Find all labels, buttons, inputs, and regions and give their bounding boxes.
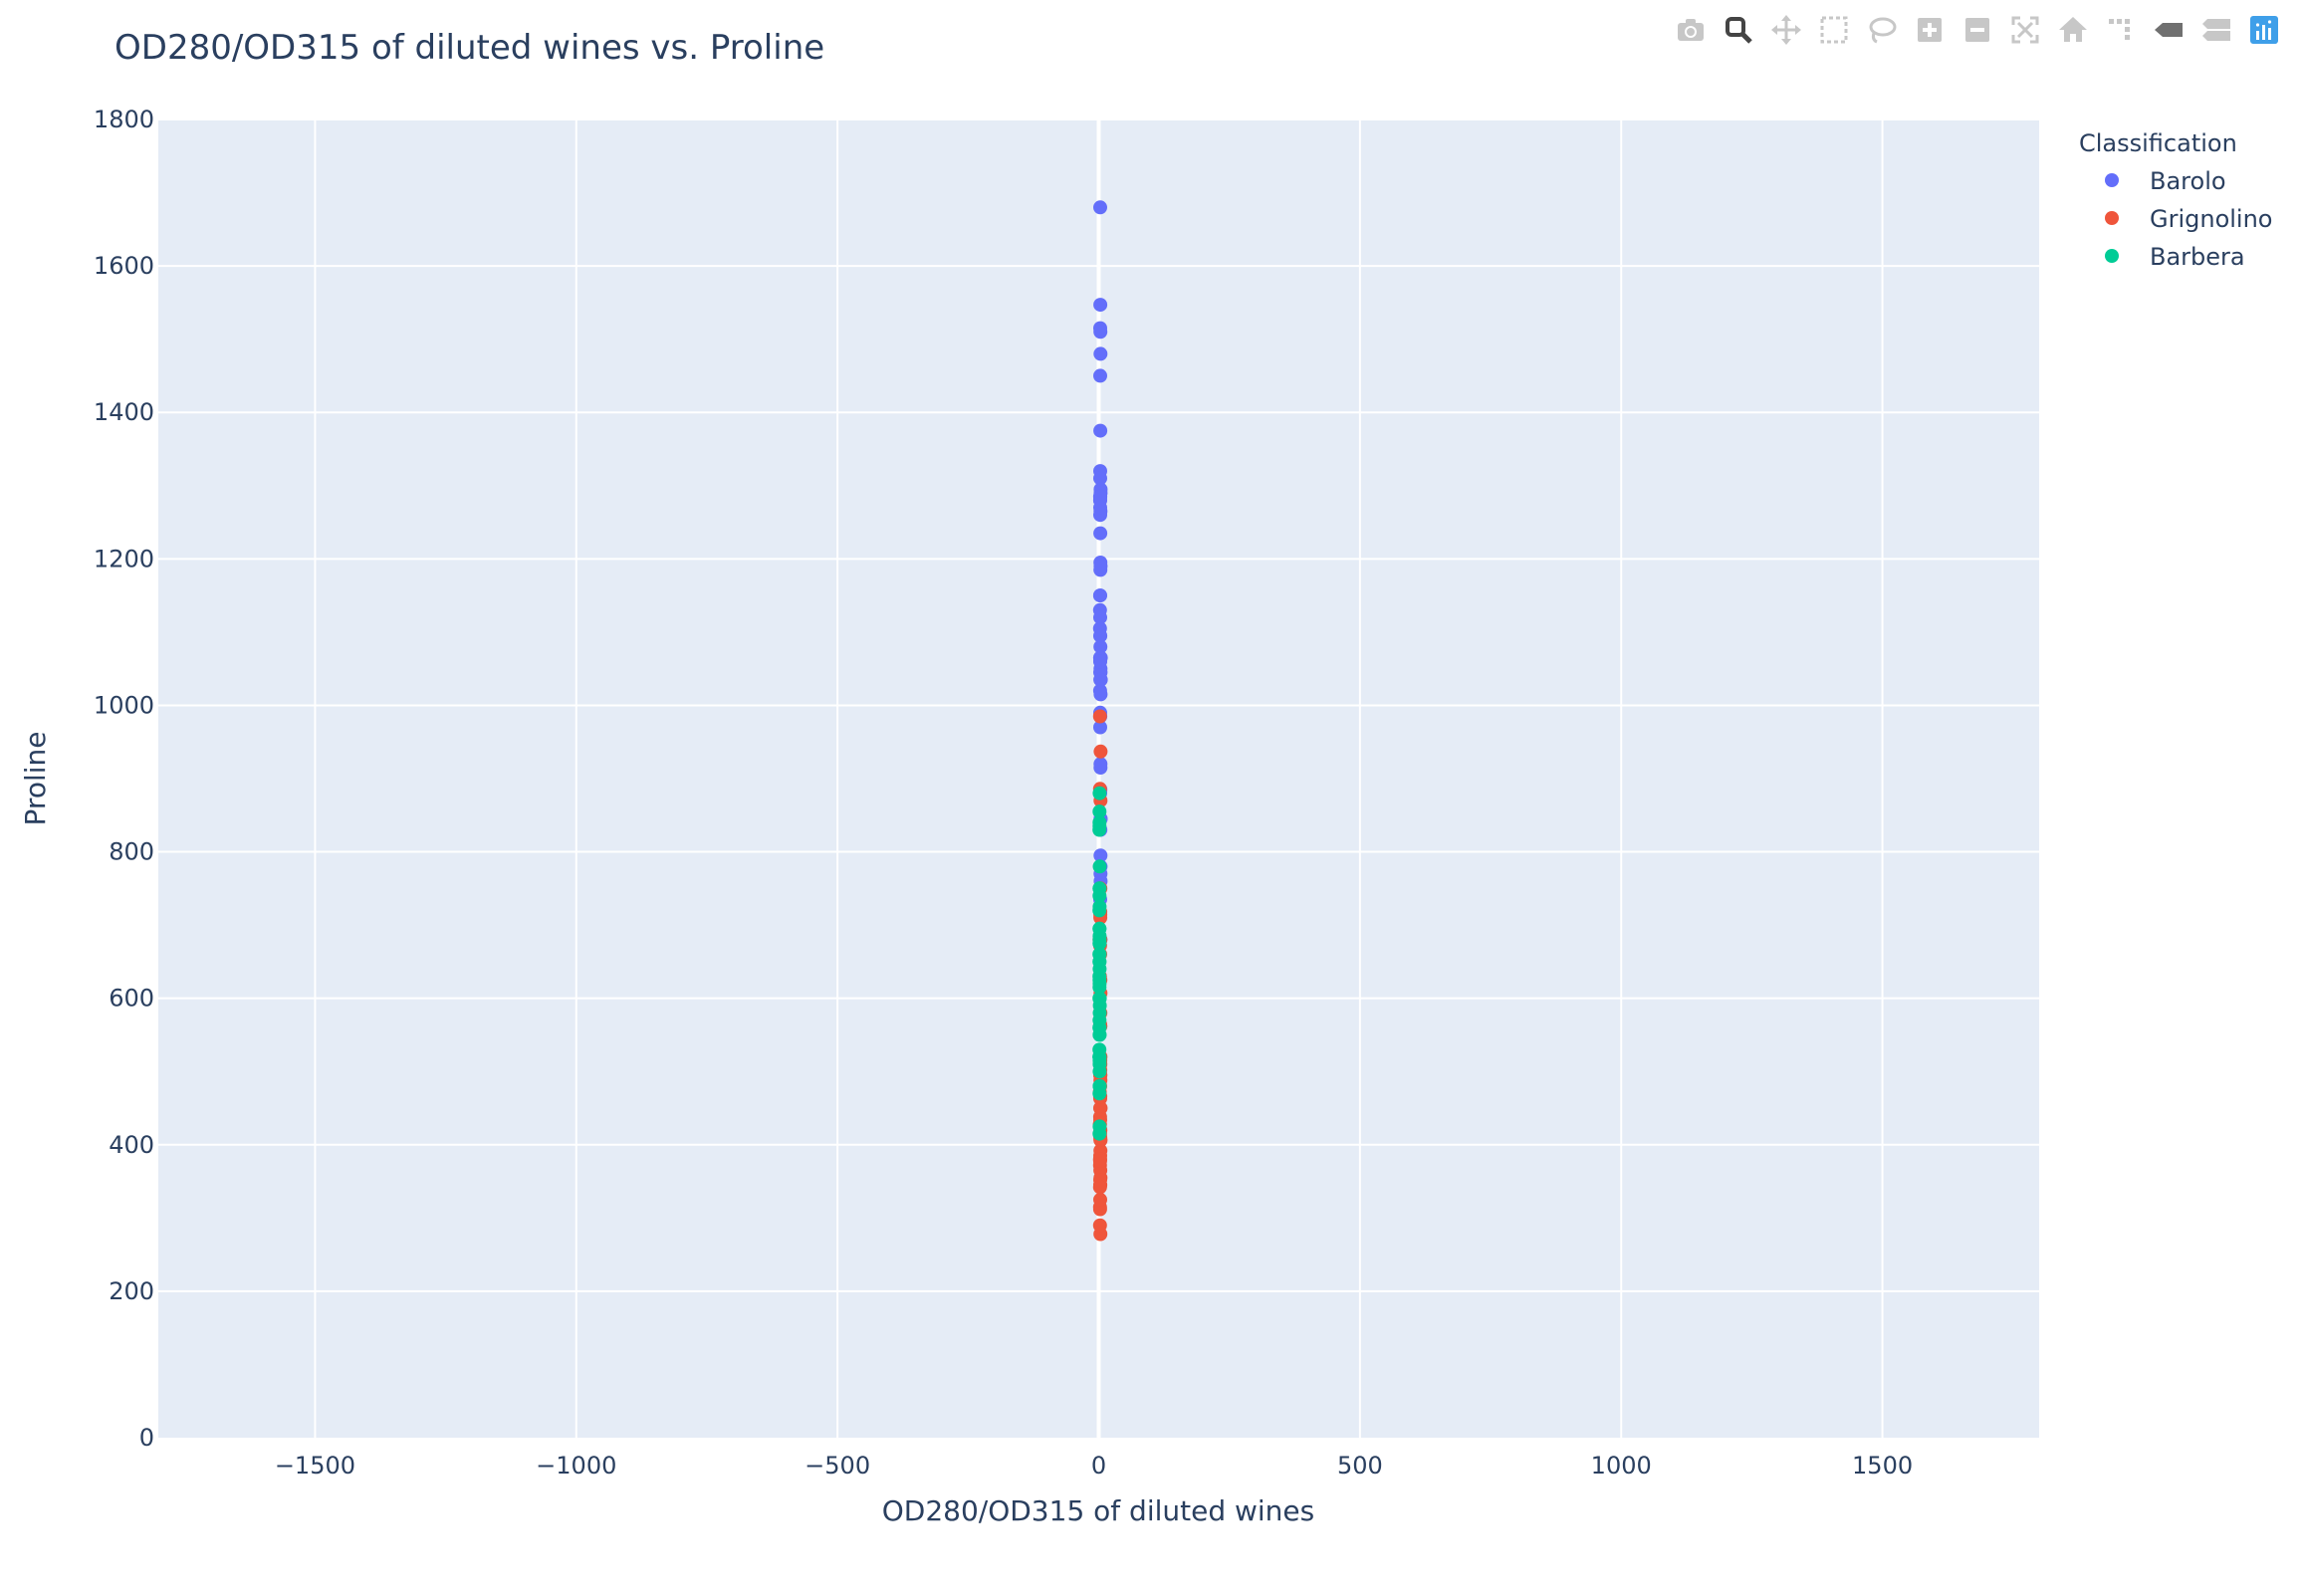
data-point[interactable] <box>1092 786 1107 800</box>
legend-marker <box>2105 211 2119 225</box>
x-tick-label: 1500 <box>1852 1452 1913 1480</box>
data-point[interactable] <box>1093 628 1108 643</box>
data-point[interactable] <box>1093 559 1108 573</box>
plotly-logo-icon[interactable] <box>2244 10 2284 50</box>
y-tick-label: 1800 <box>94 106 154 133</box>
data-point[interactable] <box>1092 1218 1107 1233</box>
data-point[interactable] <box>1093 298 1108 313</box>
y-axis-ticks: 0 200 400 600 800 1000 1200 1400 1600 1800 <box>94 106 154 1452</box>
y-tick-label: 1000 <box>94 691 154 719</box>
data-point[interactable] <box>1092 1119 1107 1134</box>
y-tick-label: 200 <box>109 1277 154 1305</box>
data-point[interactable] <box>1093 848 1108 863</box>
data-point[interactable] <box>1093 489 1108 504</box>
y-axis-label: Proline <box>19 732 52 826</box>
box-select-icon[interactable] <box>1814 10 1854 50</box>
data-point[interactable] <box>1093 500 1107 515</box>
modebar <box>1671 8 2284 52</box>
x-axis-label: OD280/OD315 of diluted wines <box>882 1494 1315 1527</box>
data-point[interactable] <box>1093 526 1108 541</box>
legend-marker <box>2105 173 2119 187</box>
legend-title: Classification <box>2079 129 2237 157</box>
x-tick-label: 0 <box>1091 1452 1106 1480</box>
autoscale-icon[interactable] <box>2005 10 2045 50</box>
legend-marker <box>2105 249 2119 263</box>
spike-lines-icon[interactable] <box>2101 10 2141 50</box>
legend-item-barbera[interactable]: Barbera <box>2105 243 2245 271</box>
y-tick-label: 800 <box>109 838 154 866</box>
data-point[interactable] <box>1092 980 1107 995</box>
x-tick-label: 500 <box>1337 1452 1383 1480</box>
data-point[interactable] <box>1092 709 1107 724</box>
data-point[interactable] <box>1093 200 1107 215</box>
y-tick-label: 1200 <box>94 545 154 572</box>
x-axis-ticks: −1500 −1000 −500 0 500 1000 1500 <box>275 1452 1913 1480</box>
data-point[interactable] <box>1092 1021 1107 1035</box>
data-point[interactable] <box>1093 1192 1107 1207</box>
pan-icon[interactable] <box>1766 10 1806 50</box>
data-point[interactable] <box>1092 881 1107 896</box>
data-point[interactable] <box>1092 1180 1107 1195</box>
data-point[interactable] <box>1092 683 1107 698</box>
data-point[interactable] <box>1092 1086 1107 1101</box>
data-point[interactable] <box>1092 929 1107 944</box>
chart-title: OD280/OD315 of diluted wines vs. Proline <box>115 28 824 68</box>
data-point[interactable] <box>1092 991 1107 1006</box>
data-point[interactable] <box>1093 346 1108 361</box>
zoom-in-icon[interactable] <box>1910 10 1950 50</box>
data-points <box>1092 200 1108 1242</box>
data-point[interactable] <box>1093 423 1108 438</box>
y-tick-label: 1400 <box>94 398 154 426</box>
x-tick-label: 1000 <box>1591 1452 1652 1480</box>
camera-icon[interactable] <box>1671 10 1711 50</box>
zoom-icon[interactable] <box>1719 10 1758 50</box>
lasso-select-icon[interactable] <box>1862 10 1902 50</box>
legend-label: Grignolino <box>2150 205 2273 233</box>
data-point[interactable] <box>1092 859 1107 874</box>
y-tick-label: 1600 <box>94 252 154 280</box>
data-point[interactable] <box>1092 947 1107 962</box>
x-tick-label: −1000 <box>536 1452 616 1480</box>
legend: Classification Barolo Grignolino Barbera <box>2079 129 2273 271</box>
reset-axes-icon[interactable] <box>2053 10 2093 50</box>
data-point[interactable] <box>1092 804 1107 819</box>
series-barbera <box>1092 786 1107 1141</box>
data-point[interactable] <box>1092 1056 1107 1071</box>
y-tick-label: 0 <box>139 1424 154 1452</box>
data-point[interactable] <box>1093 368 1107 383</box>
data-point[interactable] <box>1092 962 1107 977</box>
data-point[interactable] <box>1093 321 1107 336</box>
x-tick-label: −1500 <box>275 1452 355 1480</box>
legend-label: Barolo <box>2150 167 2226 195</box>
data-point[interactable] <box>1093 744 1108 759</box>
x-tick-label: −500 <box>805 1452 870 1480</box>
legend-item-barolo[interactable]: Barolo <box>2105 167 2226 195</box>
data-point[interactable] <box>1093 639 1108 654</box>
data-point[interactable] <box>1092 815 1107 830</box>
data-point[interactable] <box>1093 720 1107 735</box>
legend-item-grignolino[interactable]: Grignolino <box>2105 205 2273 233</box>
zoom-out-icon[interactable] <box>1958 10 1997 50</box>
data-point[interactable] <box>1093 610 1107 625</box>
hover-closest-icon[interactable] <box>2149 10 2189 50</box>
hover-compare-icon[interactable] <box>2196 10 2236 50</box>
data-point[interactable] <box>1093 654 1107 669</box>
legend-label: Barbera <box>2150 243 2245 271</box>
y-tick-label: 400 <box>109 1131 154 1159</box>
data-point[interactable] <box>1092 1154 1107 1168</box>
data-point[interactable] <box>1093 588 1107 603</box>
data-point[interactable] <box>1093 757 1108 772</box>
data-point[interactable] <box>1092 899 1107 914</box>
data-point[interactable] <box>1093 672 1108 687</box>
y-tick-label: 600 <box>109 985 154 1013</box>
data-point[interactable] <box>1093 471 1107 486</box>
